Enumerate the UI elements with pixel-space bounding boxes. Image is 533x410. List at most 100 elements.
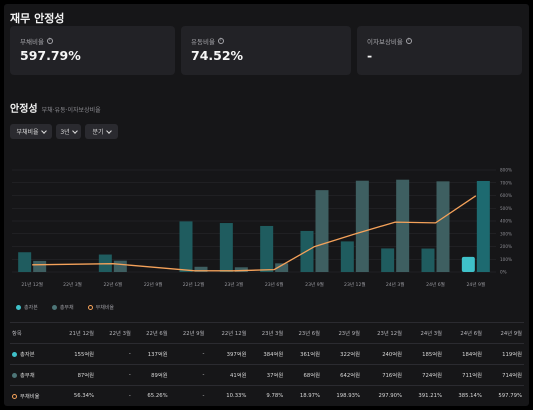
legend-label: 부채비율 (95, 305, 115, 311)
stability-chart: 21년 12월 22년 3월 22년 6월 22년 9월 22년 12월 23년 3월 23… (12, 168, 512, 288)
table-cell: 68억원 (285, 364, 323, 386)
table-cell: 391.21% (404, 385, 444, 406)
card-label: 유동비율 (191, 38, 215, 46)
legend-marker (16, 305, 21, 310)
table-cell: 397억원 (206, 343, 249, 365)
card-value: 74.52% (191, 48, 244, 63)
legend-item[interactable]: 총자본 (16, 304, 38, 311)
table-cell: 384억원 (248, 343, 286, 365)
table-cell: 716억원 (361, 364, 405, 386)
bar-debt[interactable] (275, 263, 289, 272)
bar-debt[interactable] (194, 266, 208, 272)
table-cell: 184억원 (444, 343, 484, 365)
table-cell: 724억원 (404, 364, 444, 386)
bar-debt[interactable] (355, 180, 369, 272)
bar-debt[interactable] (33, 260, 47, 272)
table-column-header: 23년 9월 (322, 322, 362, 344)
section-subtitle: 부채·유동·이자보상비율 (41, 107, 101, 114)
y-tick-label: 500% (500, 206, 512, 211)
legend-item[interactable]: 총부채 (51, 304, 74, 311)
table-row: 총자본 155억원 -137억원 -397억원 384억원 361억원 322억원 240억원… (10, 343, 524, 365)
period-dropdown-value: 3년 (60, 129, 70, 136)
table-row: 부채비율 56.34% -65.26% -10.33% 9.78% 18.97% 198.9… (10, 385, 524, 406)
table-cell: 297.90% (361, 385, 405, 406)
bar-equity[interactable] (18, 252, 32, 272)
table-column-header: 22년 12월 (206, 322, 249, 344)
bar-debt[interactable] (476, 180, 490, 272)
x-tick-label: 22년 9월 (144, 281, 163, 288)
bar-equity[interactable] (260, 225, 274, 272)
table-cell: 56.34% (54, 385, 97, 406)
bar-equity[interactable] (421, 248, 435, 272)
bar-equity[interactable] (219, 223, 233, 272)
table-cell: 185억원 (404, 343, 444, 365)
bar-equity[interactable] (461, 256, 475, 272)
bar-debt[interactable] (396, 179, 410, 272)
section-title: 안정성 (10, 104, 38, 115)
y-tick-label: 600% (500, 193, 512, 198)
y-tick-label: 300% (500, 231, 512, 236)
y-tick-label: 800% (500, 168, 512, 173)
y-tick-label: 200% (500, 244, 512, 249)
legend-marker (87, 305, 93, 310)
x-tick-label: 23년 6월 (265, 281, 284, 288)
row-marker (12, 372, 17, 378)
bar-equity[interactable] (179, 221, 193, 272)
x-tick-label: 24년 9월 (466, 281, 485, 288)
x-tick-label: 22년 3월 (63, 281, 82, 288)
table-column-header: 24년 9월 (483, 322, 524, 344)
stability-table: 항목 21년 12월 22년 3월 22년 6월 22년 9월 22년 12월 23년 3… (10, 322, 524, 406)
table-cell: - (96, 385, 133, 406)
table-cell: 597.79% (483, 385, 524, 406)
table-column-header: 24년 6월 (444, 322, 484, 344)
card-label: 부채비율 (20, 38, 44, 46)
table-column-header: 23년 12월 (361, 322, 405, 344)
interval-dropdown[interactable]: 분기 (85, 124, 118, 139)
info-icon[interactable]: i (217, 38, 224, 44)
x-tick-label: 24년 6월 (426, 281, 445, 288)
table-header-row: 항목 21년 12월 22년 3월 22년 6월 22년 9월 22년 12월 23년 3… (10, 322, 524, 344)
table-cell: 198.93% (322, 385, 362, 406)
legend-marker (51, 305, 57, 310)
x-tick-label: 23년 12월 (344, 281, 366, 288)
table-cell: 642억원 (322, 364, 362, 386)
period-dropdown[interactable]: 3년 (56, 124, 81, 139)
x-tick-label: 21년 12월 (21, 281, 43, 288)
x-tick-label: 24년 3월 (386, 281, 405, 288)
interval-dropdown-value: 분기 (92, 129, 104, 136)
card-interest-coverage: 이자보상비율 i - (357, 26, 522, 75)
chevron-down-icon (105, 127, 112, 134)
bar-debt[interactable] (234, 267, 248, 272)
table-cell: 361억원 (285, 343, 323, 365)
table-column-header: 24년 3월 (404, 322, 444, 344)
bar-debt[interactable] (315, 190, 329, 272)
section-header: 안정성 부채·유동·이자보상비율 (10, 100, 101, 115)
legend-item[interactable]: 부채비율 (87, 304, 115, 311)
table-cell: 87억원 (54, 364, 97, 386)
table-column-header: 22년 6월 (132, 322, 170, 344)
y-tick-label: 700% (500, 180, 512, 185)
chevron-down-icon (71, 127, 78, 134)
card-value: - (367, 48, 373, 63)
table-cell: 155억원 (54, 343, 97, 365)
metric-dropdown[interactable]: 부채비율 (10, 124, 52, 139)
card-label: 이자보상비율 (367, 38, 403, 46)
card-debt-ratio: 부채비율 i 597.79% (10, 26, 175, 75)
metric-dropdown-value: 부채비율 (16, 129, 39, 136)
row-marker (12, 393, 17, 399)
table-cell: 714억원 (483, 364, 524, 386)
bar-debt[interactable] (113, 260, 127, 272)
info-icon[interactable]: i (46, 38, 53, 44)
table-cell: - (96, 343, 133, 365)
table-column-header: 22년 3월 (96, 322, 133, 344)
bar-equity[interactable] (340, 241, 354, 272)
table-cell: 10.33% (206, 385, 249, 406)
table-column-header: 21년 12월 (54, 322, 97, 344)
chart-legend: 총자본 총부채 부채비율 (16, 304, 114, 311)
table-cell: 711억원 (444, 364, 484, 386)
bar-equity[interactable] (381, 248, 395, 272)
table-cell: - (96, 364, 133, 386)
bar-debt[interactable] (436, 181, 450, 272)
legend-label: 총부채 (59, 305, 74, 311)
info-icon[interactable]: i (405, 38, 412, 44)
